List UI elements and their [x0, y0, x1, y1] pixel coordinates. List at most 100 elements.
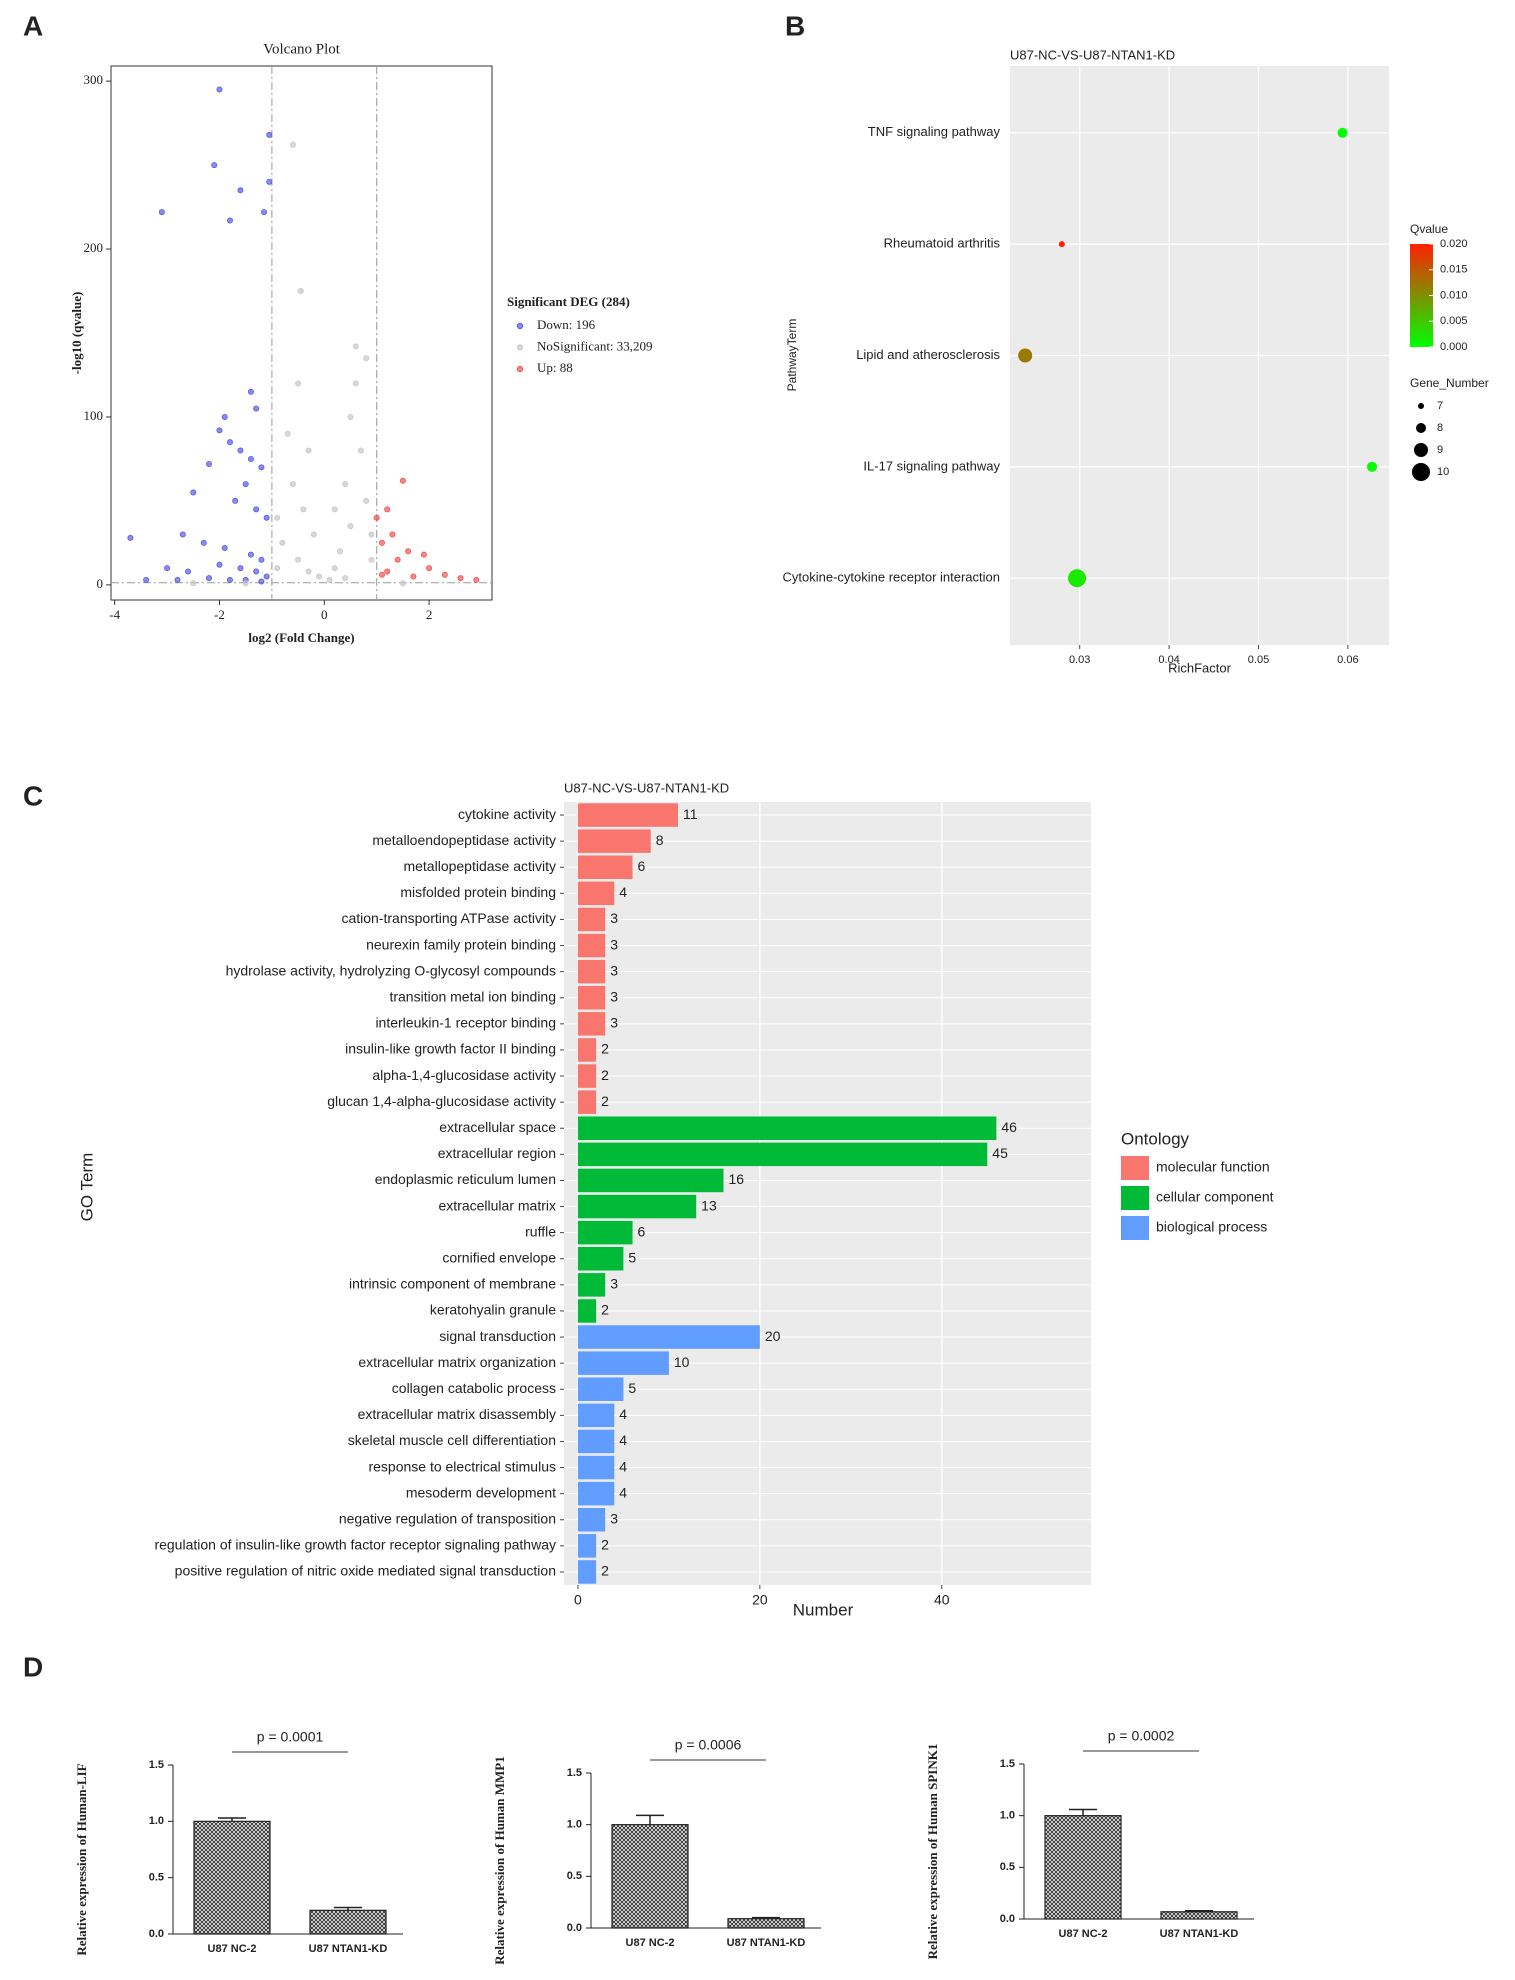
y-axis-label: GO Term — [77, 1153, 96, 1222]
x-tick-label: U87 NTAN1-KD — [1160, 1928, 1239, 1940]
legend-key — [1121, 1186, 1149, 1210]
y-tick-label: response to electrical stimulus — [368, 1458, 556, 1474]
bar — [577, 1429, 615, 1454]
point — [266, 131, 273, 138]
y-tick-label: 1.0 — [149, 1815, 164, 1827]
point — [274, 565, 281, 572]
bar — [577, 1455, 615, 1480]
legend-marker — [516, 365, 524, 373]
legend-key — [1121, 1216, 1149, 1240]
y-tick-label: TNF signaling pathway — [868, 124, 1001, 139]
point — [363, 355, 370, 362]
y-tick-label: 200 — [84, 240, 104, 255]
point — [405, 548, 412, 555]
point — [258, 556, 265, 563]
point — [420, 551, 427, 558]
bar — [577, 829, 651, 853]
point — [310, 531, 317, 538]
y-tick-label: intrinsic component of membrane — [349, 1276, 556, 1292]
bar — [577, 1168, 724, 1193]
point — [399, 580, 406, 587]
point — [441, 571, 448, 578]
bar — [1044, 1815, 1122, 1920]
y-tick-label: 1.0 — [567, 1819, 582, 1831]
y-tick-label: Lipid and atherosclerosis — [856, 347, 1000, 362]
point — [263, 514, 270, 521]
y-tick-label: 0.0 — [1000, 1913, 1015, 1925]
y-tick-label: extracellular matrix — [439, 1197, 556, 1213]
bar — [577, 1299, 597, 1323]
point — [279, 539, 286, 546]
bar — [577, 1012, 606, 1036]
legend-label: Down: 196 — [537, 317, 596, 332]
x-tick-label: 0.06 — [1337, 654, 1358, 666]
point — [200, 539, 207, 546]
y-tick-label: 100 — [84, 408, 104, 423]
bubble — [1367, 461, 1378, 472]
point — [247, 388, 254, 395]
legend-title: Significant DEG (284) — [507, 294, 630, 309]
x-tick-label: 0.04 — [1158, 654, 1179, 666]
point — [226, 217, 233, 224]
data-label: 16 — [728, 1171, 744, 1187]
data-label: 5 — [628, 1380, 636, 1396]
data-label: 3 — [610, 1276, 618, 1292]
point — [253, 405, 260, 412]
y-tick-label: negative regulation of transposition — [339, 1510, 556, 1526]
y-tick-label: 0.0 — [567, 1922, 582, 1934]
bar — [577, 1116, 997, 1140]
point — [378, 539, 385, 546]
point — [284, 430, 291, 437]
size-legend-marker — [1418, 403, 1424, 409]
point — [237, 565, 244, 572]
point — [253, 568, 260, 575]
y-axis-label: PathwayTerm — [785, 319, 799, 392]
annotation: p = 0.0006 — [675, 1737, 742, 1753]
point — [426, 565, 433, 572]
y-tick-label: signal transduction — [439, 1328, 556, 1344]
y-tick-label: misfolded protein binding — [400, 884, 556, 900]
y-tick-label: regulation of insulin-like growth factor… — [154, 1537, 556, 1553]
data-label: 3 — [610, 1510, 618, 1526]
point — [164, 565, 171, 572]
y-tick-label: positive regulation of nitric oxide medi… — [175, 1563, 556, 1579]
color-tick-label: 0.000 — [1440, 341, 1468, 353]
point — [242, 481, 249, 488]
legend-key — [1121, 1156, 1149, 1180]
y-tick-label: 1.5 — [567, 1767, 582, 1779]
data-label: 4 — [619, 1484, 627, 1500]
bar — [193, 1820, 271, 1935]
y-tick-label: metalloendopeptidase activity — [372, 832, 556, 848]
y-tick-label: extracellular matrix organization — [358, 1354, 556, 1370]
bar — [577, 881, 615, 906]
x-axis-label: log2 (Fold Change) — [248, 630, 354, 645]
bar — [727, 1918, 805, 1929]
bar — [577, 1481, 615, 1506]
x-tick-label: 0.03 — [1069, 654, 1090, 666]
x-tick-label: 40 — [934, 1592, 950, 1608]
size-legend-marker — [1414, 443, 1428, 457]
point — [352, 343, 359, 350]
bar — [577, 933, 606, 958]
legend-marker — [516, 344, 524, 351]
y-tick-label: skeletal muscle cell differentiation — [348, 1432, 556, 1448]
panel-label: D — [23, 1651, 43, 1682]
bar — [577, 1038, 597, 1062]
data-label: 20 — [765, 1328, 781, 1344]
data-label: 45 — [992, 1145, 1008, 1161]
y-axis-label: Relative expression of Human SPINK1 — [925, 1744, 940, 1960]
y-tick-label: 0 — [97, 576, 104, 591]
bar — [577, 1560, 597, 1584]
chart-title: U87-NC-VS-U87-NTAN1-KD — [1010, 47, 1175, 62]
x-axis-label: RichFactor — [1168, 660, 1232, 675]
y-tick-label: 0.0 — [149, 1928, 164, 1940]
point — [216, 561, 223, 568]
point — [242, 580, 249, 587]
bar — [577, 986, 606, 1010]
bar — [577, 1220, 633, 1245]
size-legend-label: 7 — [1437, 400, 1443, 412]
data-label: 8 — [656, 832, 664, 848]
data-label: 2 — [601, 1563, 609, 1579]
legend-label: NoSignificant: 33,209 — [537, 338, 653, 353]
point — [305, 447, 312, 454]
